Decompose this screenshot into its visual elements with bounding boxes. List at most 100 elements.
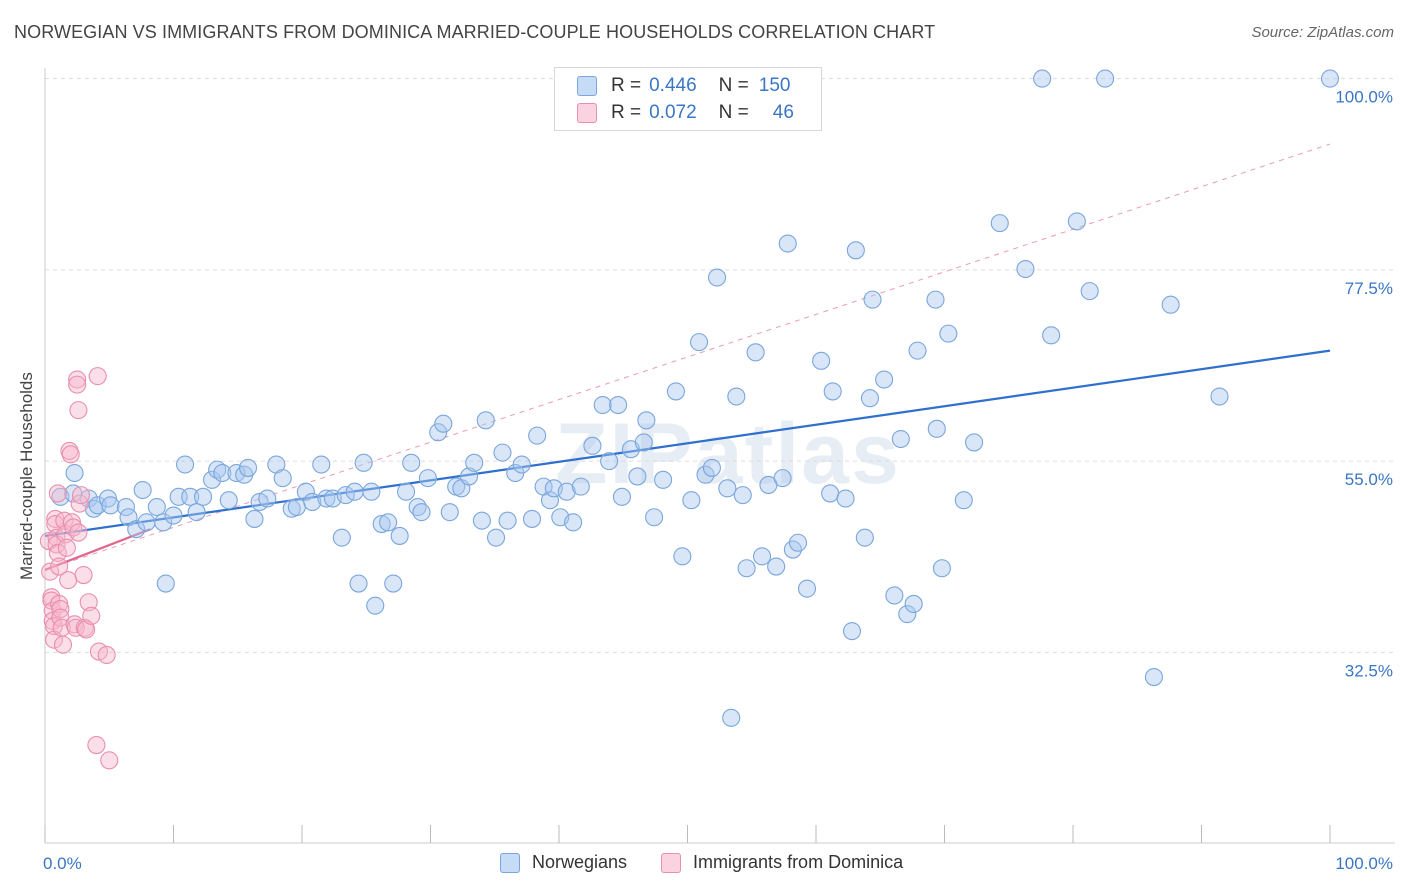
- point-norwegians: [557, 482, 576, 501]
- point-norwegians: [628, 467, 647, 486]
- point-norwegians: [863, 290, 882, 309]
- point-norwegians: [778, 234, 797, 253]
- point-dominica: [82, 606, 101, 625]
- point-norwegians: [372, 514, 391, 534]
- point-norwegians: [637, 411, 656, 430]
- point-norwegians: [891, 429, 910, 449]
- point-norwegians: [932, 559, 951, 578]
- point-dominica: [74, 565, 93, 585]
- point-norwegians: [690, 333, 709, 352]
- point-norwegians: [194, 487, 213, 506]
- legend-row-dominica: R = 0.072 N = 46: [577, 101, 794, 125]
- point-norwegians: [990, 214, 1009, 233]
- tick-labels: 100.0% 77.5% 55.0% 32.5% 0.0% 100.0%: [43, 88, 1393, 873]
- point-norwegians: [101, 496, 120, 515]
- point-norwegians: [898, 605, 917, 624]
- point-norwegians: [718, 479, 737, 498]
- point-norwegians: [939, 324, 958, 343]
- chart-title: NORWEGIAN VS IMMIGRANTS FROM DOMINICA MA…: [14, 22, 936, 42]
- point-norwegians: [654, 470, 673, 489]
- point-norwegians: [287, 497, 306, 517]
- point-norwegians: [472, 511, 491, 530]
- x-tick-label-max: 100.0%: [1335, 854, 1393, 873]
- point-dominica: [100, 751, 119, 770]
- point-norwegians: [303, 492, 322, 511]
- point-norwegians: [846, 241, 865, 260]
- point-norwegians: [349, 574, 368, 593]
- point-dominica: [87, 736, 106, 755]
- point-dominica: [48, 484, 67, 503]
- point-norwegians: [493, 443, 512, 462]
- point-norwegians: [1144, 668, 1164, 687]
- point-norwegians: [317, 489, 336, 508]
- point-norwegians: [908, 341, 927, 360]
- point-norwegians: [258, 489, 277, 508]
- y-tick-label: 55.0%: [1345, 470, 1393, 489]
- point-norwegians: [459, 467, 479, 486]
- bottom-legend-swatch-norwegians: [500, 852, 520, 873]
- x-tick-label-min: 0.0%: [43, 854, 82, 873]
- point-norwegians: [213, 463, 232, 483]
- point-norwegians: [402, 453, 421, 472]
- legend-r-label: R =: [611, 102, 642, 123]
- bottom-legend-label: Immigrants from Dominica: [693, 852, 904, 872]
- point-dominica: [69, 401, 88, 420]
- point-norwegians: [645, 508, 664, 527]
- point-norwegians: [476, 411, 495, 430]
- point-norwegians: [384, 574, 403, 593]
- bottom-legend: Norwegians Immigrants from Dominica: [500, 852, 937, 873]
- point-dominica: [88, 367, 107, 386]
- point-norwegians: [528, 426, 547, 445]
- point-norwegians: [273, 469, 292, 488]
- point-norwegians: [612, 487, 632, 506]
- point-norwegians: [540, 491, 560, 510]
- point-dominica: [77, 620, 96, 639]
- point-norwegians: [609, 395, 628, 415]
- point-norwegians: [418, 469, 437, 488]
- point-norwegians: [875, 370, 894, 389]
- point-norwegians: [465, 453, 484, 472]
- point-norwegians: [390, 526, 409, 545]
- point-norwegians: [823, 382, 842, 401]
- point-dominica: [55, 511, 74, 530]
- point-norwegians: [219, 491, 238, 510]
- legend-swatch-dominica: [577, 103, 597, 123]
- point-norwegians: [965, 433, 984, 452]
- trend-line: [44, 528, 151, 571]
- point-norwegians: [147, 497, 166, 517]
- point-norwegians: [666, 382, 685, 401]
- point-norwegians: [812, 351, 831, 370]
- point-norwegians: [203, 470, 222, 489]
- point-norwegians: [379, 513, 398, 532]
- point-norwegians: [245, 509, 264, 528]
- point-dominica: [71, 486, 91, 505]
- point-norwegians: [238, 458, 258, 477]
- point-norwegians: [737, 559, 756, 578]
- point-dominica: [69, 523, 88, 542]
- trend-line: [44, 349, 1331, 538]
- chart-source: Source: ZipAtlas.com: [1251, 24, 1394, 41]
- point-norwegians: [133, 480, 152, 500]
- point-dominica: [61, 445, 80, 464]
- point-norwegians: [733, 486, 752, 505]
- point-norwegians: [788, 533, 808, 552]
- legend-r-value: 0.072: [649, 102, 697, 123]
- point-norwegians: [1210, 387, 1229, 406]
- point-norwegians: [1096, 69, 1115, 88]
- point-norwegians: [429, 423, 448, 442]
- point-norwegians: [855, 528, 874, 547]
- legend-r-value: 0.446: [649, 75, 697, 96]
- bottom-legend-norwegians: Norwegians: [500, 852, 627, 873]
- legend-row-norwegians: R = 0.446 N = 150: [577, 74, 790, 98]
- point-norwegians: [116, 497, 136, 517]
- grid-lines: [45, 78, 1395, 653]
- point-norwegians: [88, 496, 107, 515]
- bottom-legend-label: Norwegians: [532, 852, 628, 872]
- y-tick-label: 32.5%: [1345, 661, 1393, 680]
- point-norwegians: [885, 586, 904, 605]
- point-norwegians: [634, 433, 653, 452]
- point-norwegians: [702, 458, 721, 477]
- point-dominica: [79, 593, 98, 612]
- legend-swatch-norwegians: [577, 76, 597, 96]
- point-norwegians: [682, 491, 701, 510]
